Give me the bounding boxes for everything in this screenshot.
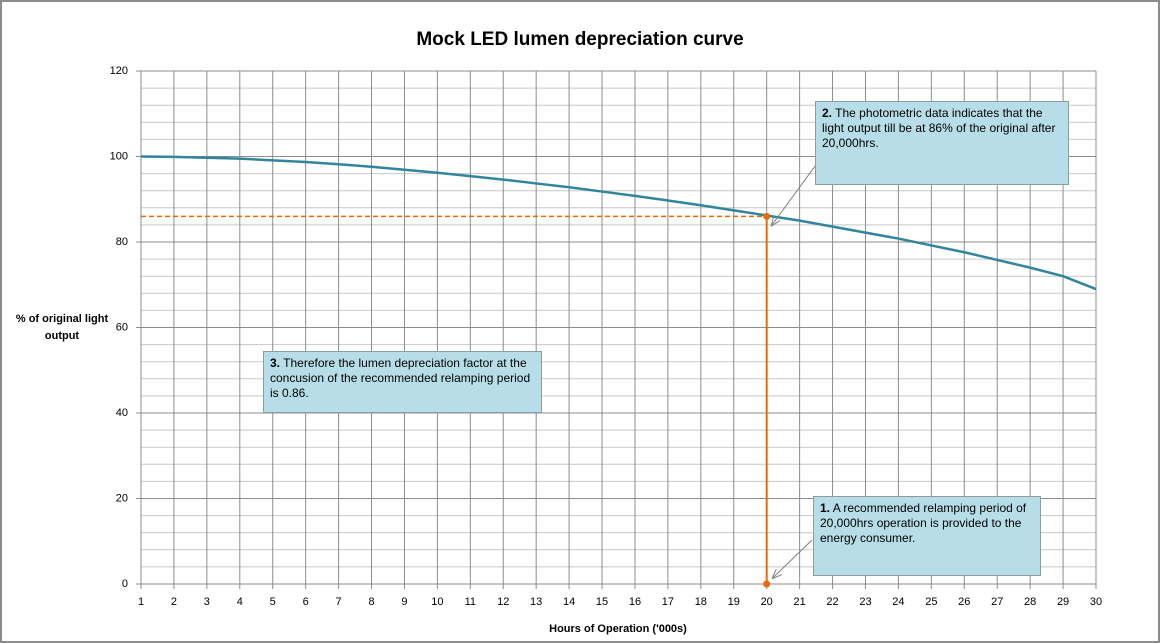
x-axis-label: Hours of Operation ('000s) xyxy=(549,623,687,635)
x-tick-label: 7 xyxy=(336,596,342,608)
x-tick-label: 12 xyxy=(497,596,509,608)
y-axis-label: % of original light output xyxy=(15,313,109,342)
annotation-text: A recommended relamping period of 20,000… xyxy=(820,501,1027,545)
x-tick-label: 13 xyxy=(530,596,542,608)
annotation: 1. A recommended relamping period of 20,… xyxy=(813,496,1041,576)
line-series xyxy=(140,155,1097,291)
x-tick-label: 9 xyxy=(401,596,407,608)
x-tick-label: 21 xyxy=(793,596,805,608)
x-tick-label: 20 xyxy=(761,596,773,608)
reference-marker xyxy=(763,580,771,588)
x-tick-label: 4 xyxy=(237,596,243,608)
annotation: 3. Therefore the lumen depreciation fact… xyxy=(263,351,542,413)
x-tick-label: 2 xyxy=(171,596,177,608)
x-tick-label: 23 xyxy=(859,596,871,608)
x-tick-label: 26 xyxy=(958,596,970,608)
x-tick-label: 17 xyxy=(662,596,674,608)
x-tick-label: 6 xyxy=(303,596,309,608)
x-tick-label: 16 xyxy=(629,596,641,608)
x-tick-label: 1 xyxy=(138,596,144,608)
annotation-number: 1. xyxy=(820,501,831,515)
annotation-text: Therefore the lumen depreciation factor … xyxy=(270,356,531,400)
y-tick-label: 40 xyxy=(116,407,128,419)
y-tick-label: 80 xyxy=(116,236,128,248)
x-tick-label: 11 xyxy=(465,596,476,608)
y-tick-label: 120 xyxy=(110,65,128,77)
x-tick-label: 19 xyxy=(728,596,740,608)
annotation-text: The photometric data indicates that the … xyxy=(822,106,1056,150)
x-tick-label: 30 xyxy=(1090,596,1102,608)
y-tick-label: 20 xyxy=(116,492,128,504)
callout-arrow xyxy=(773,539,813,578)
x-tick-label: 5 xyxy=(270,596,276,608)
x-tick-label: 27 xyxy=(991,596,1003,608)
x-tick-label: 22 xyxy=(826,596,838,608)
x-tick-label: 18 xyxy=(695,596,707,608)
y-tick-label: 60 xyxy=(116,321,128,333)
x-tick-label: 10 xyxy=(431,596,443,608)
reference-marker xyxy=(763,212,771,220)
annotation-number: 2. xyxy=(822,106,833,120)
annotation: 2. The photometric data indicates that t… xyxy=(815,101,1069,185)
y-tick-label: 0 xyxy=(122,578,128,590)
x-tick-label: 15 xyxy=(596,596,608,608)
chart-title: Mock LED lumen depreciation curve xyxy=(416,29,743,50)
x-tick-label: 25 xyxy=(925,596,937,608)
x-tick-label: 28 xyxy=(1024,596,1036,608)
x-tick-label: 14 xyxy=(563,596,575,608)
annotation-number: 3. xyxy=(270,356,281,370)
y-tick-label: 100 xyxy=(110,150,128,162)
x-tick-label: 24 xyxy=(892,596,904,608)
x-tick-label: 29 xyxy=(1057,596,1069,608)
x-tick-label: 8 xyxy=(368,596,374,608)
x-tick-label: 3 xyxy=(204,596,210,608)
